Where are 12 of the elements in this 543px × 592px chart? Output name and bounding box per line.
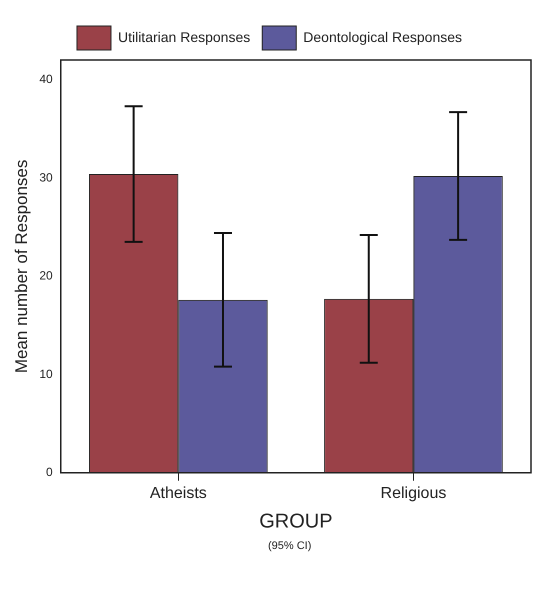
x-tick-label: Religious: [380, 484, 446, 502]
y-tick-label: 30: [39, 170, 54, 184]
text: (95% CI): [268, 540, 312, 552]
legend-label: Utilitarian Responses: [118, 28, 250, 45]
x-axis-title: GROUP: [259, 510, 333, 533]
y-tick-label: 0: [46, 465, 54, 480]
y-tick-label: 40: [39, 72, 54, 86]
y-axis-title: Mean number of Responses: [12, 160, 31, 374]
x-tick-label: Atheists: [150, 484, 207, 502]
y-tick-label: 10: [39, 366, 54, 381]
legend-label: Deontological Responses: [303, 28, 462, 45]
y-tick-label: 20: [39, 268, 54, 283]
